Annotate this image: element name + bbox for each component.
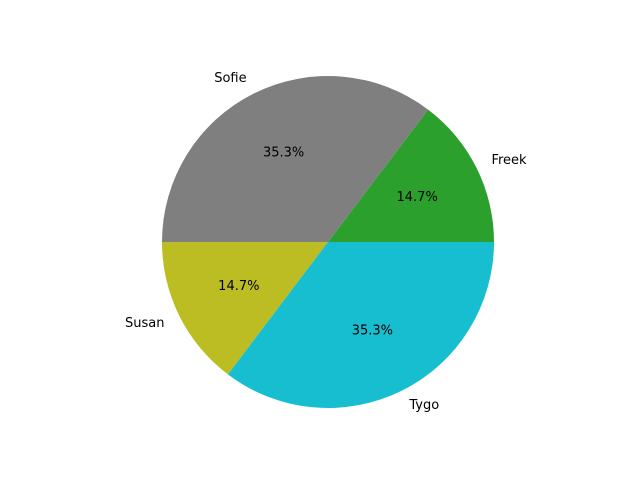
pie-slice-tygo [227,242,494,409]
pie-wedges [162,76,494,409]
pie-slice-susan [162,242,328,375]
pie-labels: Freek 14.7% Sofie 35.3% Susan 14.7% Tygo 35.3% [125,71,527,413]
slice-percent-freek: 14.7% [397,190,438,205]
pie-slice-sofie [162,76,429,242]
slice-percent-sofie: 35.3% [263,145,304,160]
slice-label-freek: Freek [491,153,527,168]
slice-label-susan: Susan [125,316,164,331]
slice-percent-susan: 14.7% [218,279,259,294]
pie-slice-freek [328,109,494,242]
slice-label-tygo: Tygo [408,398,439,413]
slice-percent-tygo: 35.3% [352,324,393,339]
slice-label-sofie: Sofie [214,71,246,86]
